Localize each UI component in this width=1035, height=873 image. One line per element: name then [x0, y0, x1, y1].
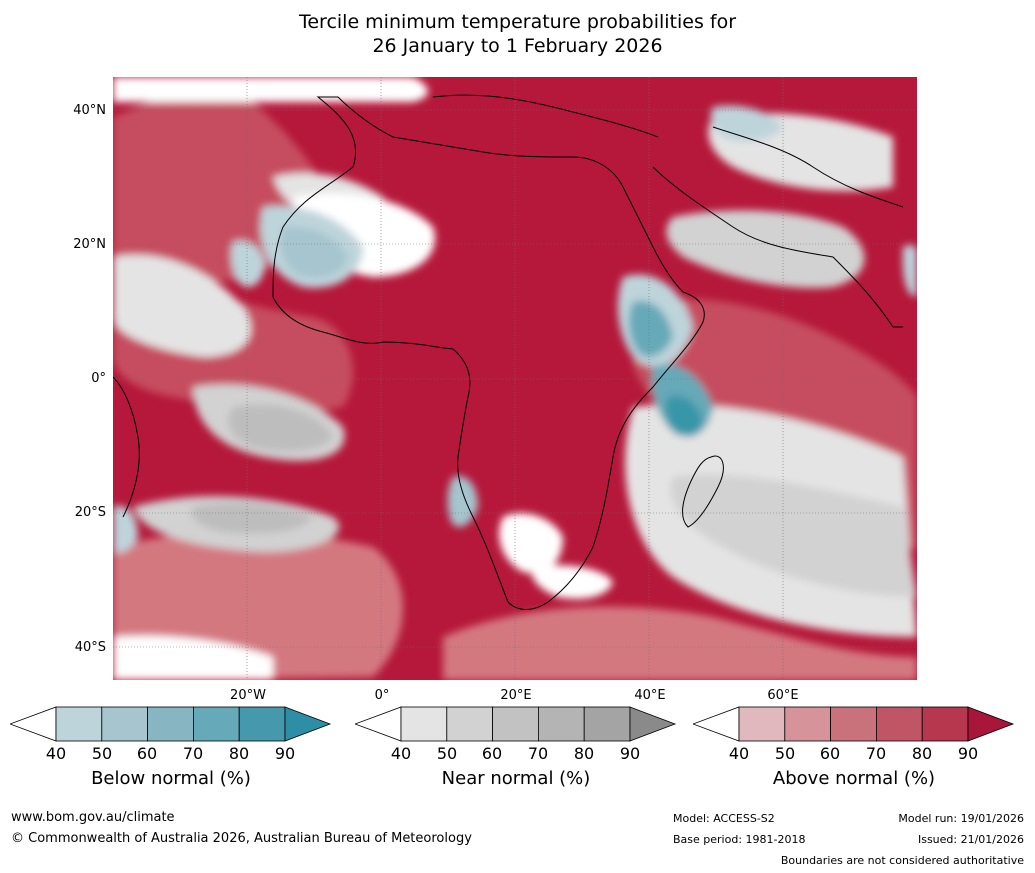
- probability-region: [113, 506, 138, 554]
- probability-region: [191, 502, 313, 534]
- colorbar-below-normal: [10, 705, 332, 743]
- colorbar-extend-high: [284, 706, 332, 742]
- colorbar-segment: [446, 706, 494, 742]
- cb-below-tick: 50: [91, 744, 113, 763]
- probability-region: [113, 77, 428, 102]
- colorbar-segment: [238, 706, 286, 742]
- lat-label-40s: 40°S: [74, 640, 106, 655]
- colorbar-extend-low: [693, 706, 740, 742]
- cb-near-tick: 40: [390, 744, 412, 763]
- probability-region: [230, 240, 265, 287]
- probability-map: [113, 77, 917, 680]
- colorbar-near-normal: [355, 705, 677, 743]
- colorbar-label-near: Near normal (%): [441, 768, 591, 789]
- colorbar-segment: [400, 706, 448, 742]
- colorbar-segment: [192, 706, 240, 742]
- map-canvas: [113, 77, 917, 680]
- lon-label-40e: 40°E: [634, 688, 666, 703]
- title-line-2: 26 January to 1 February 2026: [372, 35, 663, 57]
- probability-region: [665, 395, 703, 436]
- lat-label-0: 0°: [91, 371, 106, 386]
- cb-near-tick: 80: [573, 744, 595, 763]
- cb-above-tick: 90: [957, 744, 979, 763]
- lat-label-40n: 40°N: [73, 103, 106, 118]
- probability-region: [531, 565, 613, 599]
- footer-website: www.bom.gov.au/climate: [11, 810, 175, 825]
- footer-model-run: Model run: 19/01/2026: [898, 812, 1024, 825]
- colorbar-segment: [738, 706, 786, 742]
- cb-near-tick: 90: [619, 744, 641, 763]
- map-title: Tercile minimum temperature probabilitie…: [0, 10, 1035, 58]
- probability-region: [113, 254, 251, 357]
- colorbar-segment: [875, 706, 923, 742]
- cb-below-tick: 40: [45, 744, 67, 763]
- probability-region: [628, 301, 673, 357]
- probability-region: [670, 474, 917, 597]
- footer-disclaimer: Boundaries are not considered authoritat…: [780, 854, 1024, 867]
- lon-label-0: 0°: [374, 688, 390, 703]
- cb-above-tick: 60: [819, 744, 841, 763]
- colorbar-extend-high: [629, 706, 677, 742]
- lon-label-60e: 60°E: [767, 688, 799, 703]
- cb-below-tick: 70: [182, 744, 204, 763]
- colorbar-above-normal: [693, 705, 1015, 743]
- title-line-1: Tercile minimum temperature probabilitie…: [298, 11, 737, 33]
- colorbar-segment: [492, 706, 539, 742]
- cb-near-tick: 50: [436, 744, 458, 763]
- colorbar-segment: [784, 706, 832, 742]
- colorbar-segment: [537, 706, 585, 742]
- colorbar-segment: [147, 706, 194, 742]
- footer-base-period: Base period: 1981-2018: [673, 833, 806, 846]
- colorbar-label-below: Below normal (%): [91, 768, 251, 789]
- footer-copyright: © Commonwealth of Australia 2026, Austra…: [11, 831, 472, 846]
- colorbar-segment: [830, 706, 877, 742]
- footer-issued: Issued: 21/01/2026: [917, 833, 1024, 846]
- cb-below-tick: 90: [274, 744, 296, 763]
- cb-near-tick: 60: [481, 744, 503, 763]
- colorbar-label-above: Above normal (%): [772, 768, 936, 789]
- colorbar-extend-low: [10, 706, 57, 742]
- probability-region: [902, 244, 917, 297]
- cb-above-tick: 80: [911, 744, 933, 763]
- cb-near-tick: 70: [527, 744, 549, 763]
- cb-below-tick: 80: [228, 744, 250, 763]
- probability-region: [280, 226, 348, 278]
- footer-model: Model: ACCESS-S2: [673, 812, 775, 825]
- lon-label-20w: 20°W: [230, 688, 266, 703]
- probability-region: [499, 513, 563, 574]
- probability-region: [666, 210, 865, 288]
- lon-label-20e: 20°E: [500, 688, 532, 703]
- graticule: [113, 77, 917, 680]
- cb-below-tick: 60: [136, 744, 158, 763]
- colorbar-extend-high: [967, 706, 1015, 742]
- colorbar-segment: [583, 706, 631, 742]
- probability-fields: [113, 77, 917, 680]
- coastlines: [113, 94, 904, 610]
- cb-above-tick: 70: [865, 744, 887, 763]
- colorbar-extend-low: [355, 706, 402, 742]
- lat-label-20n: 20°N: [73, 237, 106, 252]
- colorbar-segment: [101, 706, 149, 742]
- probability-region: [228, 404, 333, 452]
- probability-region: [447, 476, 478, 527]
- cb-above-tick: 40: [728, 744, 750, 763]
- cb-above-tick: 50: [774, 744, 796, 763]
- colorbar-segment: [921, 706, 969, 742]
- lat-label-20s: 20°S: [74, 505, 106, 520]
- probability-region: [443, 606, 917, 680]
- colorbar-segment: [55, 706, 103, 742]
